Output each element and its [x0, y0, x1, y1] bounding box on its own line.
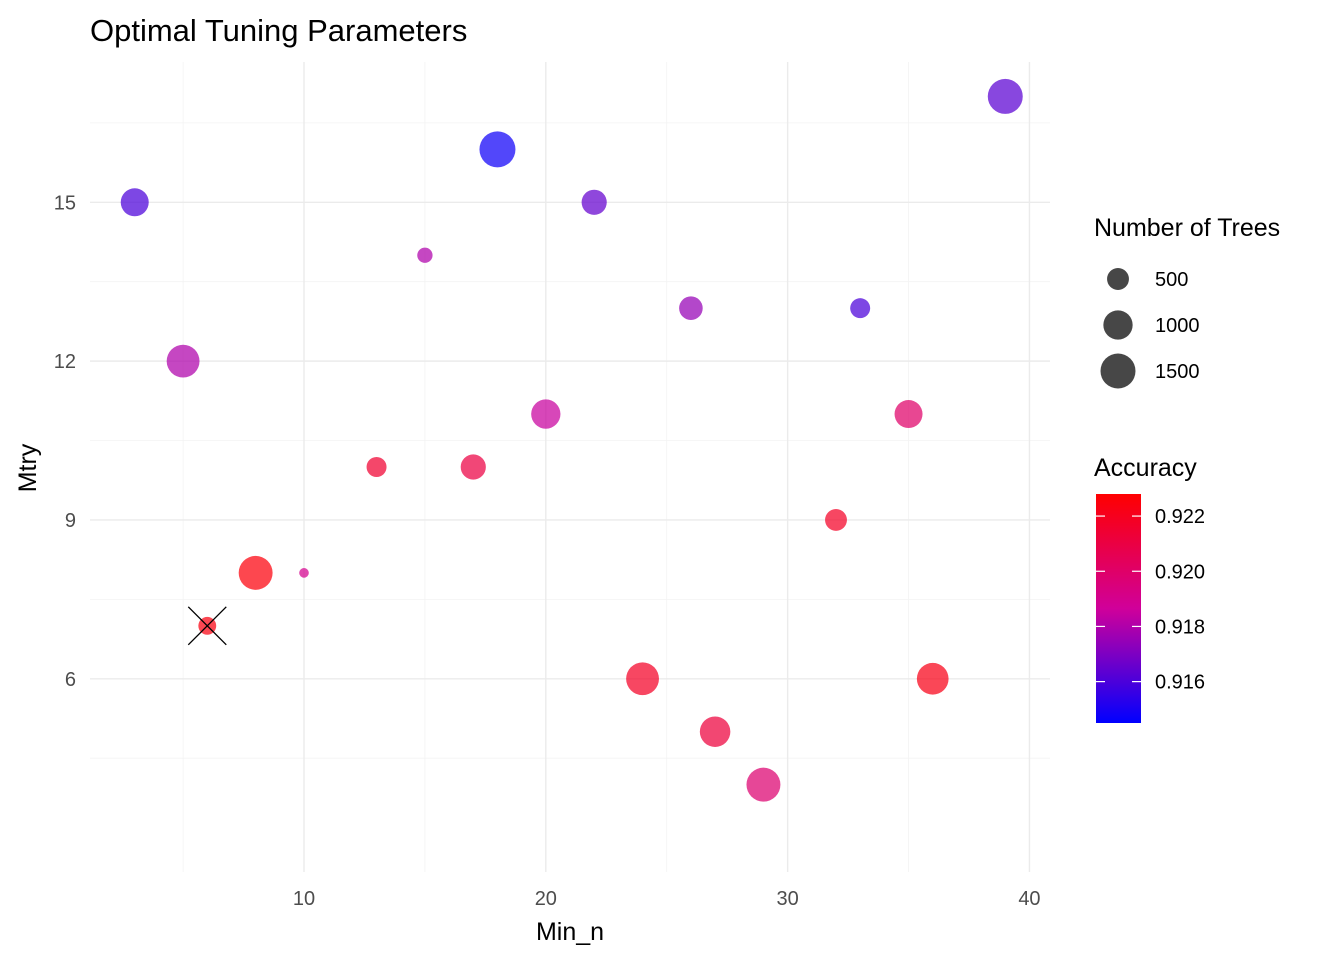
- size-legend-key: [1100, 353, 1136, 389]
- size-legend-key: [1107, 268, 1129, 290]
- size-legend-key: [1103, 310, 1133, 340]
- x-tick-label: 30: [777, 888, 799, 910]
- data-point: [166, 344, 200, 378]
- data-point: [120, 188, 149, 217]
- data-point: [238, 555, 273, 590]
- optimal-marker: [187, 606, 227, 646]
- data-point: [531, 399, 561, 429]
- size-legend: Number of Trees 500 1000 1500: [1094, 214, 1280, 389]
- color-legend: Accuracy 0.916 0.918 0.920 0.922: [1094, 454, 1205, 723]
- data-point: [894, 400, 923, 429]
- data-point: [581, 189, 607, 215]
- y-tick-label: 12: [54, 351, 76, 373]
- data-point: [746, 767, 781, 802]
- y-tick-label: 6: [65, 669, 76, 691]
- y-tick-label: 9: [65, 510, 76, 532]
- tick-labels: 10 20 30 40 6 9 12 15: [54, 192, 1041, 910]
- colorbar-tick-label: 0.922: [1155, 506, 1205, 528]
- data-point: [825, 508, 847, 531]
- chart-title: Optimal Tuning Parameters: [90, 13, 467, 48]
- x-tick-label: 10: [293, 888, 315, 910]
- data-point: [679, 296, 703, 320]
- y-axis-label: Mtry: [14, 443, 42, 492]
- x-tick-label: 20: [535, 888, 557, 910]
- data-point: [479, 131, 516, 168]
- size-legend-label: 1000: [1155, 315, 1200, 337]
- colorbar: [1096, 494, 1141, 723]
- data-point: [699, 716, 731, 747]
- y-tick-label: 15: [54, 192, 76, 214]
- data-point: [987, 78, 1023, 114]
- grid: [90, 62, 1050, 872]
- colorbar-tick-label: 0.916: [1155, 672, 1205, 694]
- x-tick-label: 40: [1018, 888, 1040, 910]
- data-point: [626, 662, 659, 696]
- colorbar-tick-label: 0.920: [1155, 561, 1205, 583]
- size-legend-label: 1500: [1155, 361, 1200, 383]
- size-legend-title: Number of Trees: [1094, 214, 1280, 242]
- optimal-cross-line: [187, 606, 227, 646]
- size-legend-label: 500: [1155, 269, 1188, 291]
- data-point: [916, 662, 949, 695]
- data-point: [417, 247, 433, 263]
- color-legend-title: Accuracy: [1094, 454, 1197, 482]
- points: [120, 78, 1023, 802]
- data-point: [366, 457, 387, 477]
- colorbar-tick-label: 0.918: [1155, 616, 1205, 638]
- x-axis-label: Min_n: [536, 918, 604, 946]
- data-point: [460, 454, 486, 480]
- data-point: [299, 568, 309, 578]
- data-point: [850, 298, 871, 319]
